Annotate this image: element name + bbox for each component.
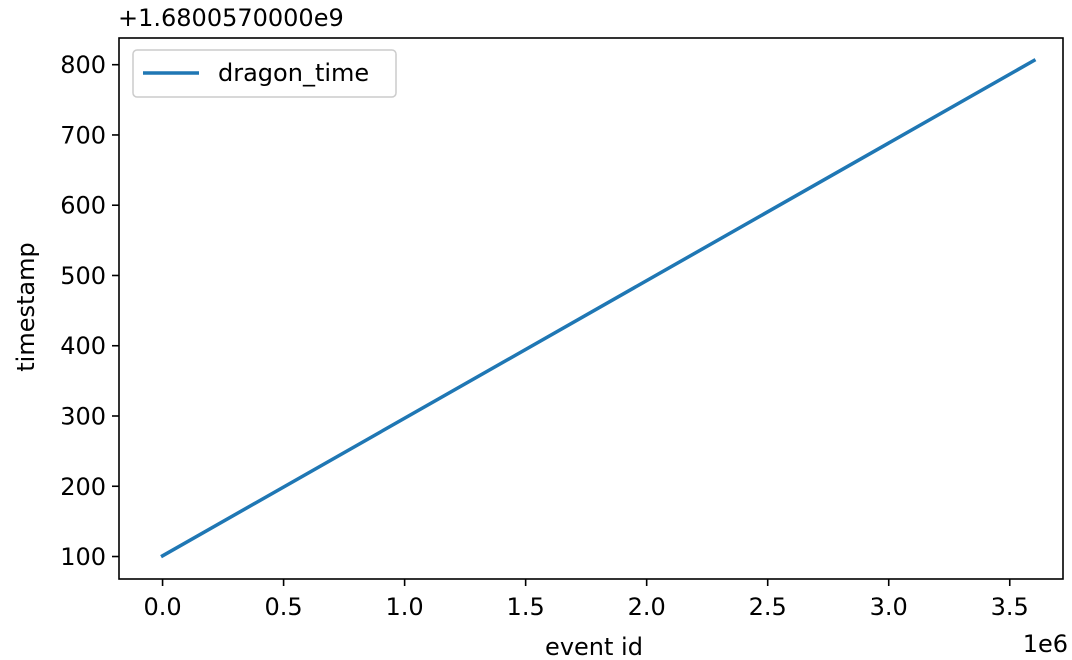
- y-tick-label: 400: [60, 332, 106, 360]
- x-tick-label: 3.0: [870, 593, 908, 621]
- y-axis-label: timestamp: [12, 242, 40, 371]
- y-axis-ticks: 100 200 300 400 500 600 700 800: [60, 51, 119, 571]
- y-offset-label: +1.6800570000e9: [118, 4, 344, 32]
- legend: dragon_time: [132, 49, 397, 98]
- x-tick-label: 2.5: [749, 593, 787, 621]
- legend-box: [132, 49, 397, 98]
- y-tick-label: 500: [60, 262, 106, 290]
- legend-label-dragon-time: dragon_time: [218, 59, 369, 87]
- x-tick-label: 1.0: [386, 593, 424, 621]
- x-multiplier-label: 1e6: [1023, 630, 1068, 658]
- x-tick-label: 1.5: [507, 593, 545, 621]
- y-tick-label: 800: [60, 51, 106, 79]
- x-axis-ticks: 0.0 0.5 1.0 1.5 2.0 2.5 3.0 3.5: [143, 579, 1029, 621]
- plot-area: [160, 58, 1037, 559]
- series-line-dragon-time: [160, 58, 1037, 559]
- y-tick-label: 100: [60, 543, 106, 571]
- y-tick-label: 700: [60, 121, 106, 149]
- x-tick-label: 2.0: [628, 593, 666, 621]
- x-tick-label: 0.5: [265, 593, 303, 621]
- x-axis-label: event id: [545, 633, 643, 660]
- axes-frame: [118, 37, 1064, 580]
- y-tick-label: 600: [60, 192, 106, 220]
- x-tick-label: 0.0: [143, 593, 181, 621]
- x-tick-label: 3.5: [991, 593, 1029, 621]
- y-tick-label: 200: [60, 473, 106, 501]
- y-tick-label: 300: [60, 402, 106, 430]
